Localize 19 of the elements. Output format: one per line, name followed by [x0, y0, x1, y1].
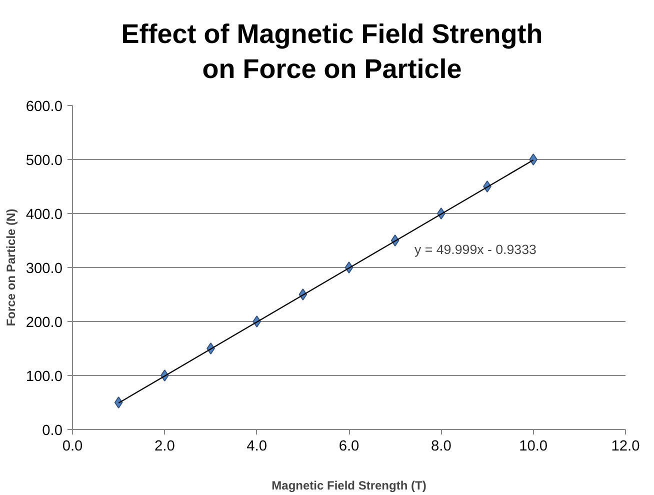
- x-tick-label: 10.0: [519, 438, 548, 454]
- y-axis-title: Force on Particle (N): [4, 208, 18, 326]
- y-tick-label: 400.0: [26, 207, 63, 223]
- x-tick-label: 2.0: [154, 438, 175, 454]
- annotation: y = 49.999x - 0.9333: [414, 242, 536, 257]
- x-axis-title: Magnetic Field Strength (T): [272, 478, 426, 492]
- x-tick-label: 0.0: [62, 438, 83, 454]
- y-tick-label: 600.0: [26, 99, 63, 115]
- x-tick-label: 12.0: [611, 438, 640, 454]
- y-tick-label: 500.0: [26, 153, 63, 169]
- x-tick-label: 6.0: [338, 438, 360, 454]
- x-tick-label: 8.0: [430, 438, 452, 454]
- y-tick-label: 0.0: [42, 423, 62, 439]
- point: [529, 154, 538, 166]
- y-tick-label: 100.0: [26, 369, 63, 385]
- y-tick-label: 300.0: [26, 261, 63, 277]
- chart-title: Effect of Magnetic Field Strength on Force on Particle: [120, 18, 544, 86]
- y-tick-label: 200.0: [26, 315, 63, 331]
- x-tick-label: 4.0: [246, 438, 268, 454]
